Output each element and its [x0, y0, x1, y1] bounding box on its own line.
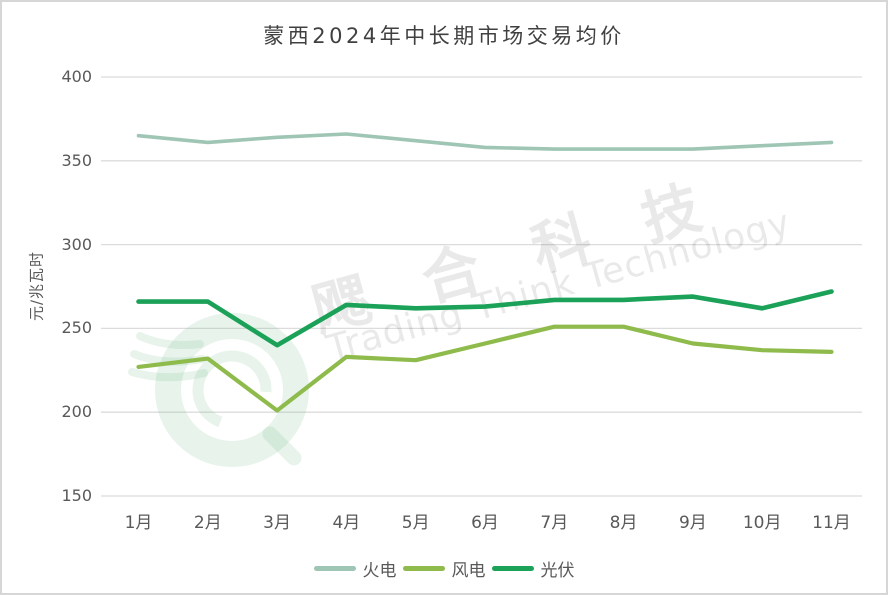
legend-swatch [313, 566, 356, 571]
y-tick-label: 300 [61, 234, 92, 254]
series-line-光伏 [136, 289, 834, 348]
legend: 火电 风电 光伏 [2, 556, 886, 581]
x-tick-label: 6月 [471, 513, 499, 533]
y-axis-title: 元/兆瓦时 [27, 250, 46, 322]
legend-item-火电: 火电 [313, 556, 397, 581]
legend-item-风电: 风电 [402, 556, 486, 581]
x-tick-label: 11月 [812, 513, 851, 533]
legend-label: 光伏 [540, 561, 575, 581]
x-tick-label: 7月 [540, 513, 569, 533]
x-tick-label: 9月 [678, 513, 707, 533]
legend-label: 风电 [451, 561, 486, 581]
x-tick-label: 2月 [193, 513, 222, 533]
x-tick-label: 3月 [263, 513, 291, 533]
y-tick-label: 150 [61, 486, 92, 505]
y-tick-label: 350 [61, 150, 92, 170]
x-tick-label: 5月 [401, 513, 430, 533]
legend-label: 火电 [362, 561, 397, 581]
legend-swatch [491, 566, 534, 571]
x-tick-label: 8月 [609, 513, 638, 533]
legend-item-光伏: 光伏 [491, 556, 575, 581]
chart-title: 蒙西2024年中长期市场交易均价 [263, 24, 625, 48]
x-tick-label: 10月 [742, 513, 782, 533]
legend-swatch [402, 566, 445, 571]
x-tick-label: 4月 [332, 513, 361, 533]
y-tick-label: 250 [61, 318, 92, 338]
series-line-火电 [136, 132, 834, 151]
series-line-风电 [136, 324, 834, 413]
x-tick-label: 1月 [124, 513, 153, 533]
y-tick-label: 200 [61, 402, 92, 422]
y-tick-label: 400 [61, 67, 92, 86]
